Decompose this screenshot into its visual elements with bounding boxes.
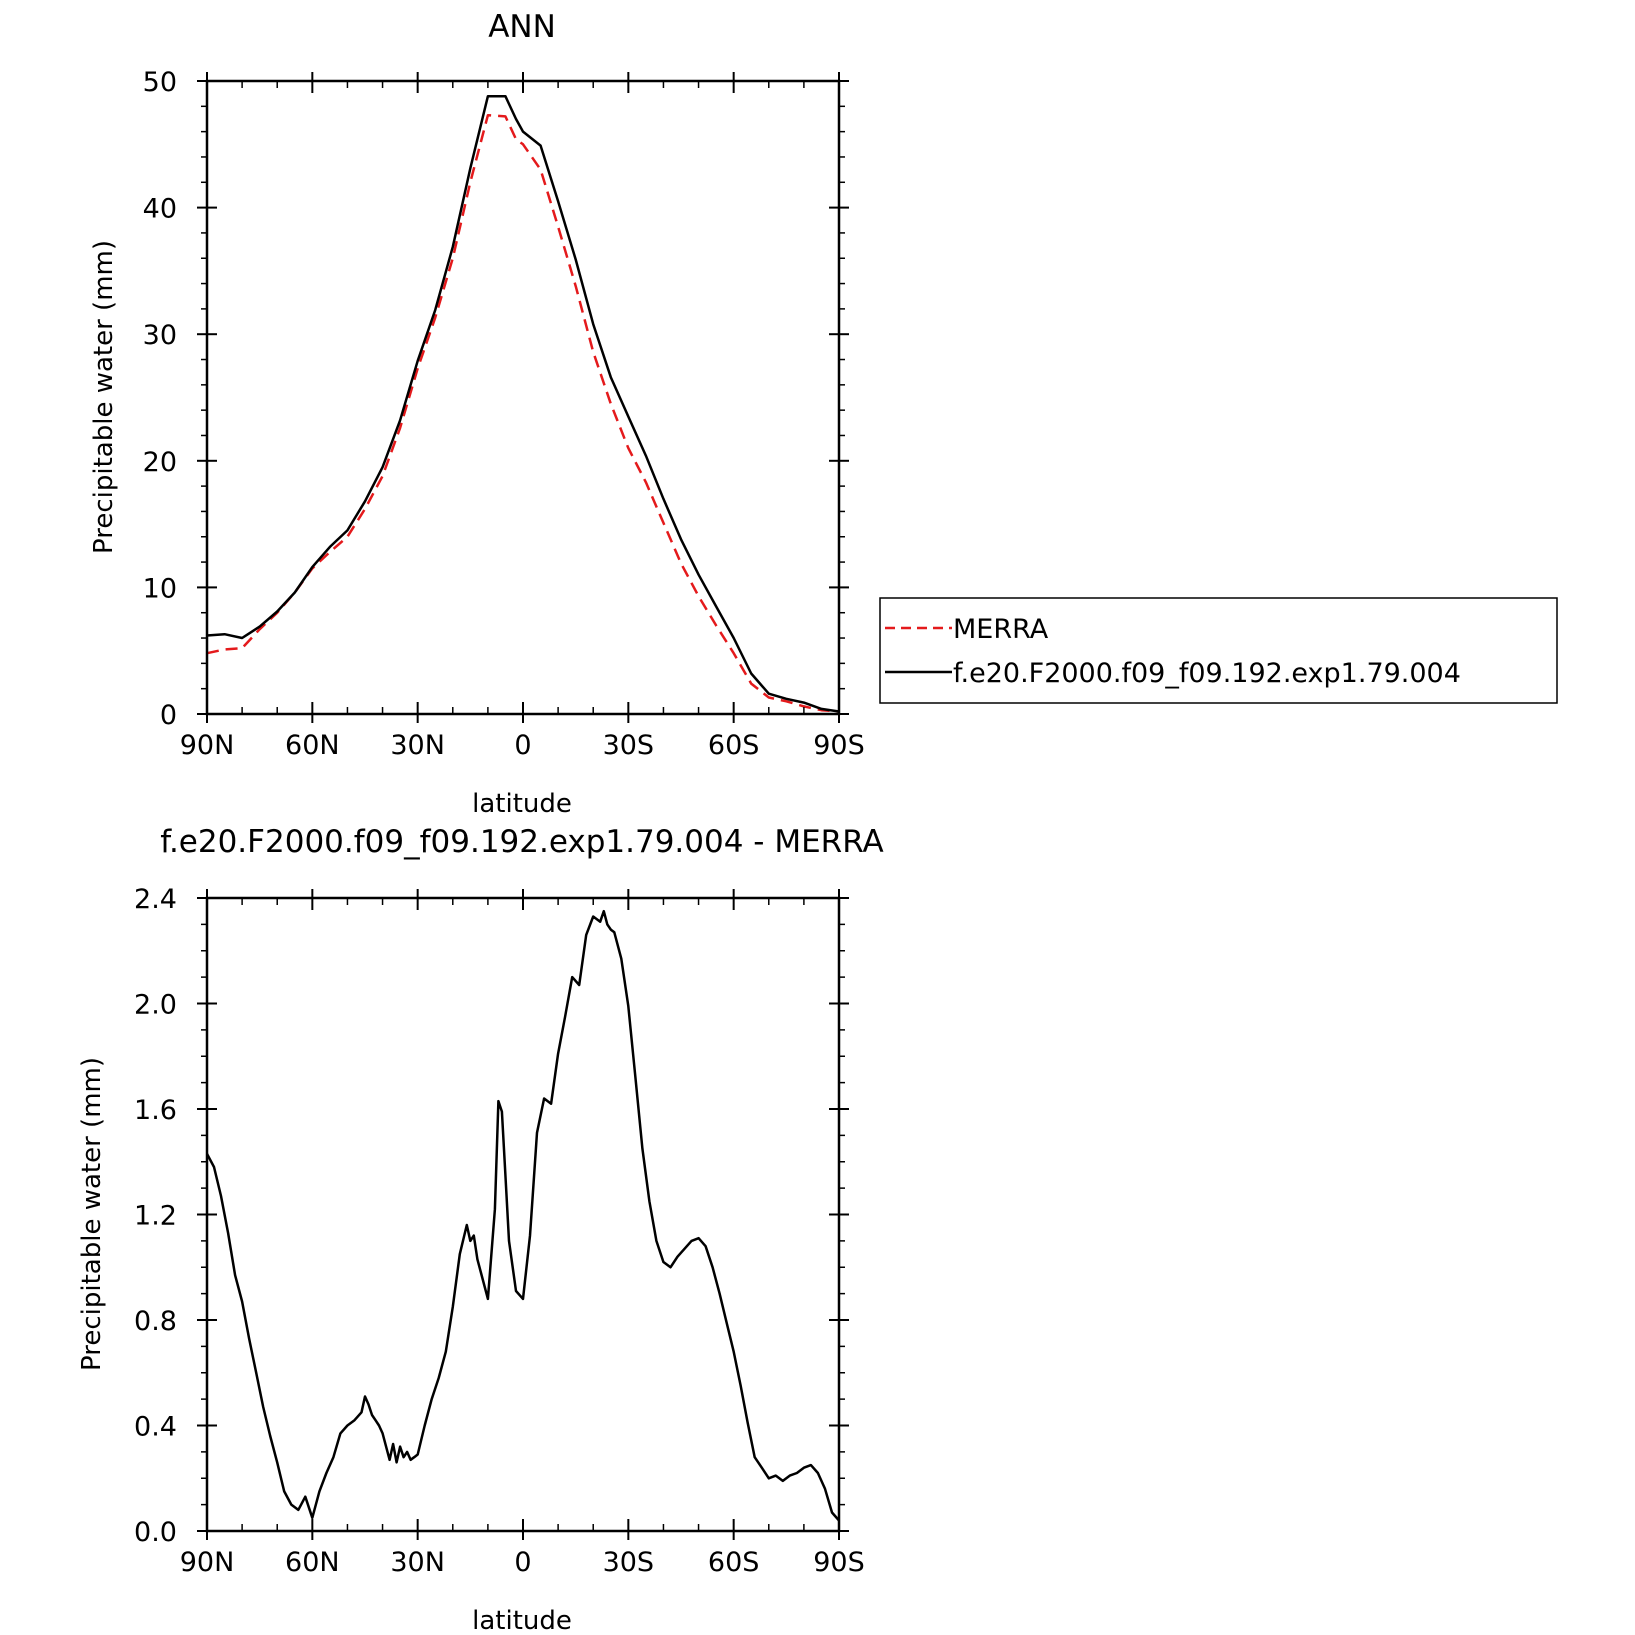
bottom-x-tick-label: 0 [514, 1547, 531, 1578]
top-x-tick-labels: 90N 60N 30N 0 30S 60S 90S [180, 730, 865, 761]
bottom-y-tick-label: 1.6 [134, 1095, 177, 1126]
bottom-chart-title: f.e20.F2000.f09_f09.192.exp1.79.004 - ME… [160, 824, 883, 860]
top-x-tick-label: 90S [813, 730, 865, 761]
top-ticks [197, 72, 849, 723]
top-plot-frame [205, 79, 841, 716]
bottom-y-tick-label: 2.4 [134, 884, 177, 915]
bottom-x-tick-label: 30N [390, 1547, 445, 1578]
bottom-x-tick-label: 60S [708, 1547, 760, 1578]
bottom-y-tick-label: 2.0 [134, 990, 177, 1021]
top-y-tick-label: 10 [143, 573, 177, 604]
legend-label-model: f.e20.F2000.f09_f09.192.exp1.79.004 [953, 658, 1461, 689]
bottom-x-axis-label: latitude [472, 1606, 572, 1635]
bottom-ticks [197, 889, 849, 1540]
bottom-x-tick-label: 90N [180, 1547, 235, 1578]
bottom-y-tick-label: 0.0 [134, 1517, 177, 1548]
top-x-tick-label: 60S [708, 730, 760, 761]
top-x-tick-label: 30S [603, 730, 655, 761]
legend-label-merra: MERRA [953, 614, 1049, 645]
top-series-lines [206, 94, 840, 713]
top-x-axis-label: latitude [472, 789, 572, 819]
bottom-x-tick-label: 30S [603, 1547, 655, 1578]
bottom-y-tick-label: 0.4 [134, 1412, 177, 1443]
top-x-tick-label: 60N [285, 730, 340, 761]
top-y-tick-labels: 0 10 20 30 40 50 [143, 67, 177, 731]
legend: MERRA f.e20.F2000.f09_f09.192.exp1.79.00… [879, 597, 1558, 704]
top-y-tick-label: 30 [143, 320, 177, 351]
top-x-tick-label: 30N [390, 730, 445, 761]
top-y-tick-label: 40 [143, 194, 177, 225]
top-y-tick-label: 50 [143, 67, 177, 98]
bottom-y-axis-label: Precipitable water (mm) [77, 1057, 107, 1371]
top-y-axis-label: Precipitable water (mm) [89, 240, 119, 554]
bottom-y-tick-label: 1.2 [134, 1201, 177, 1232]
bottom-series-line-0 [205, 909, 840, 1522]
bottom-x-tick-label: 60N [285, 1547, 340, 1578]
top-series-line-0 [206, 113, 840, 713]
bottom-y-tick-labels: 0.0 0.4 0.8 1.2 1.6 2.0 2.4 [134, 884, 177, 1548]
bottom-x-tick-label: 90S [813, 1547, 865, 1578]
legend-box [879, 597, 1558, 704]
top-y-tick-label: 0 [160, 700, 177, 731]
top-panel: ANN 0 10 20 30 40 50 90N 60N 30N 0 30S 60S 90S lati… [89, 9, 1558, 819]
bottom-panel: f.e20.F2000.f09_f09.192.exp1.79.004 - ME… [77, 824, 884, 1635]
bottom-x-tick-labels: 90N 60N 30N 0 30S 60S 90S [180, 1547, 865, 1578]
bottom-series-lines [205, 909, 840, 1522]
bottom-plot-frame [205, 896, 841, 1533]
top-chart-title: ANN [488, 9, 556, 45]
top-series-line-1 [206, 94, 840, 713]
top-x-tick-label: 0 [514, 730, 531, 761]
top-x-tick-label: 90N [180, 730, 235, 761]
top-y-tick-label: 20 [143, 447, 177, 478]
bottom-y-tick-label: 0.8 [134, 1306, 177, 1337]
